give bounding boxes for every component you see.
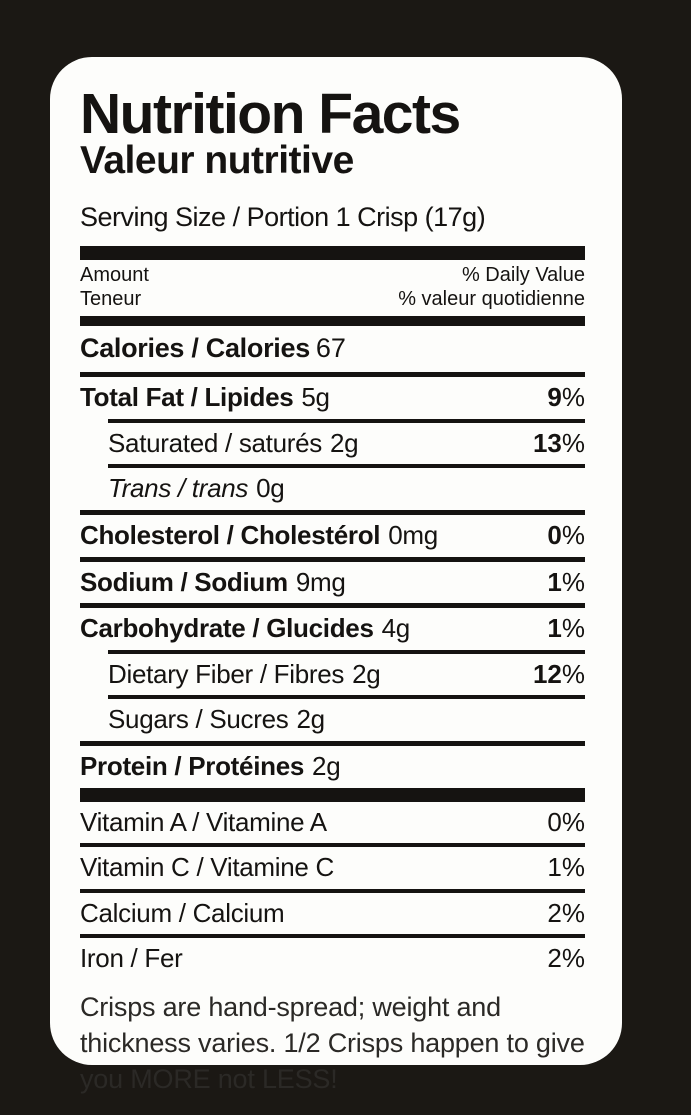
daily-value-label-fr: % valeur quotidienne bbox=[398, 287, 585, 310]
dietary-fiber-daily-value: 12% bbox=[532, 658, 585, 689]
divider-line bbox=[80, 843, 585, 848]
row-carbohydrate: Carbohydrate / Glucides 4g 1% bbox=[80, 608, 585, 650]
row-vitamin-a: Vitamin A / Vitamine A 0% bbox=[80, 802, 585, 844]
protein-amount: 2g bbox=[312, 751, 341, 782]
row-total-fat: Total Fat / Lipides 5g 9% bbox=[80, 377, 585, 419]
divider-line-indented bbox=[108, 695, 585, 700]
dietary-fiber-amount: 2g bbox=[352, 658, 381, 689]
divider-line bbox=[80, 510, 585, 516]
iron-daily-value: 2% bbox=[547, 943, 585, 974]
calories-label: Calories / Calories bbox=[80, 333, 310, 364]
row-trans-fat: Trans / trans 0g bbox=[80, 468, 585, 510]
column-headers: Amount Teneur % Daily Value % valeur quo… bbox=[80, 260, 585, 316]
carbohydrate-daily-value: 1% bbox=[547, 613, 585, 644]
row-calcium: Calcium / Calcium 2% bbox=[80, 893, 585, 935]
divider-line bbox=[80, 556, 585, 562]
divider-thick-vitamins bbox=[80, 787, 585, 802]
serving-size: Serving Size / Portion 1 Crisp (17g) bbox=[80, 202, 486, 233]
amount-label-en: Amount bbox=[80, 264, 149, 287]
sodium-daily-value: 1% bbox=[547, 566, 585, 597]
row-cholesterol: Cholesterol / Cholestérol 0mg 0% bbox=[80, 515, 585, 557]
total-fat-amount: 5g bbox=[301, 382, 330, 413]
cholesterol-amount: 0mg bbox=[388, 520, 438, 551]
carbohydrate-amount: 4g bbox=[381, 613, 411, 644]
row-dietary-fiber: Dietary Fiber / Fibres 2g 12% bbox=[80, 654, 585, 696]
footnote: Crisps are hand-spread; weight and thick… bbox=[80, 991, 585, 1094]
vitamin-c-daily-value: 1% bbox=[547, 852, 585, 883]
vitamin-c-label: Vitamin C / Vitamine C bbox=[80, 852, 334, 883]
calcium-label: Calcium / Calcium bbox=[80, 897, 285, 928]
carbohydrate-label: Carbohydrate / Glucides bbox=[80, 613, 374, 644]
nutrition-facts-label: Nutrition Facts Valeur nutritive Serving… bbox=[50, 57, 622, 1094]
cholesterol-daily-value: 0% bbox=[547, 520, 585, 551]
sodium-label: Sodium / Sodium bbox=[80, 566, 288, 597]
divider-thick-top bbox=[80, 246, 585, 261]
vitamin-a-daily-value: 0% bbox=[547, 806, 585, 837]
trans-fat-amount: 0g bbox=[256, 473, 285, 504]
divider-medium bbox=[80, 316, 585, 327]
daily-value-column-header: % Daily Value % valeur quotidienne bbox=[398, 264, 585, 311]
row-sugars: Sugars / Sucres 2g bbox=[80, 699, 585, 741]
row-vitamin-c: Vitamin C / Vitamine C 1% bbox=[80, 847, 585, 889]
calcium-daily-value: 2% bbox=[547, 897, 585, 928]
protein-label: Protein / Protéines bbox=[80, 751, 305, 782]
daily-value-label-en: % Daily Value bbox=[461, 264, 585, 287]
row-calories: Calories / Calories 67 bbox=[80, 326, 585, 372]
calories-value: 67 bbox=[315, 333, 346, 364]
row-saturated-fat: Saturated / saturés 2g 13% bbox=[80, 423, 585, 465]
sugars-amount: 2g bbox=[296, 704, 325, 735]
row-iron: Iron / Fer 2% bbox=[80, 938, 585, 980]
divider-line bbox=[80, 888, 585, 893]
saturated-fat-label: Saturated / saturés bbox=[108, 427, 322, 458]
amount-label-fr: Teneur bbox=[80, 287, 142, 310]
iron-label: Iron / Fer bbox=[80, 943, 183, 974]
row-protein: Protein / Protéines 2g bbox=[80, 746, 585, 788]
label-title: Nutrition Facts bbox=[80, 82, 461, 146]
divider-line bbox=[80, 934, 585, 939]
total-fat-label: Total Fat / Lipides bbox=[80, 382, 294, 413]
saturated-fat-daily-value: 13% bbox=[532, 427, 585, 458]
divider-line-indented bbox=[108, 418, 585, 423]
divider-line bbox=[80, 741, 585, 747]
saturated-fat-amount: 2g bbox=[329, 427, 359, 458]
divider-line-indented bbox=[108, 464, 585, 469]
divider-line bbox=[80, 603, 585, 609]
row-sodium: Sodium / Sodium 9mg 1% bbox=[80, 562, 585, 604]
amount-column-header: Amount Teneur bbox=[80, 264, 149, 311]
label-subtitle: Valeur nutritive bbox=[80, 139, 354, 183]
trans-fat-label: Trans / trans bbox=[108, 473, 249, 504]
total-fat-daily-value: 9% bbox=[547, 382, 585, 413]
divider-line-indented bbox=[108, 649, 585, 654]
divider-line bbox=[80, 372, 585, 378]
cholesterol-label: Cholesterol / Cholestérol bbox=[80, 520, 381, 551]
vitamin-a-label: Vitamin A / Vitamine A bbox=[80, 806, 327, 837]
dietary-fiber-label: Dietary Fiber / Fibres bbox=[108, 658, 345, 689]
sugars-label: Sugars / Sucres bbox=[108, 704, 289, 735]
sodium-amount: 9mg bbox=[295, 566, 346, 597]
